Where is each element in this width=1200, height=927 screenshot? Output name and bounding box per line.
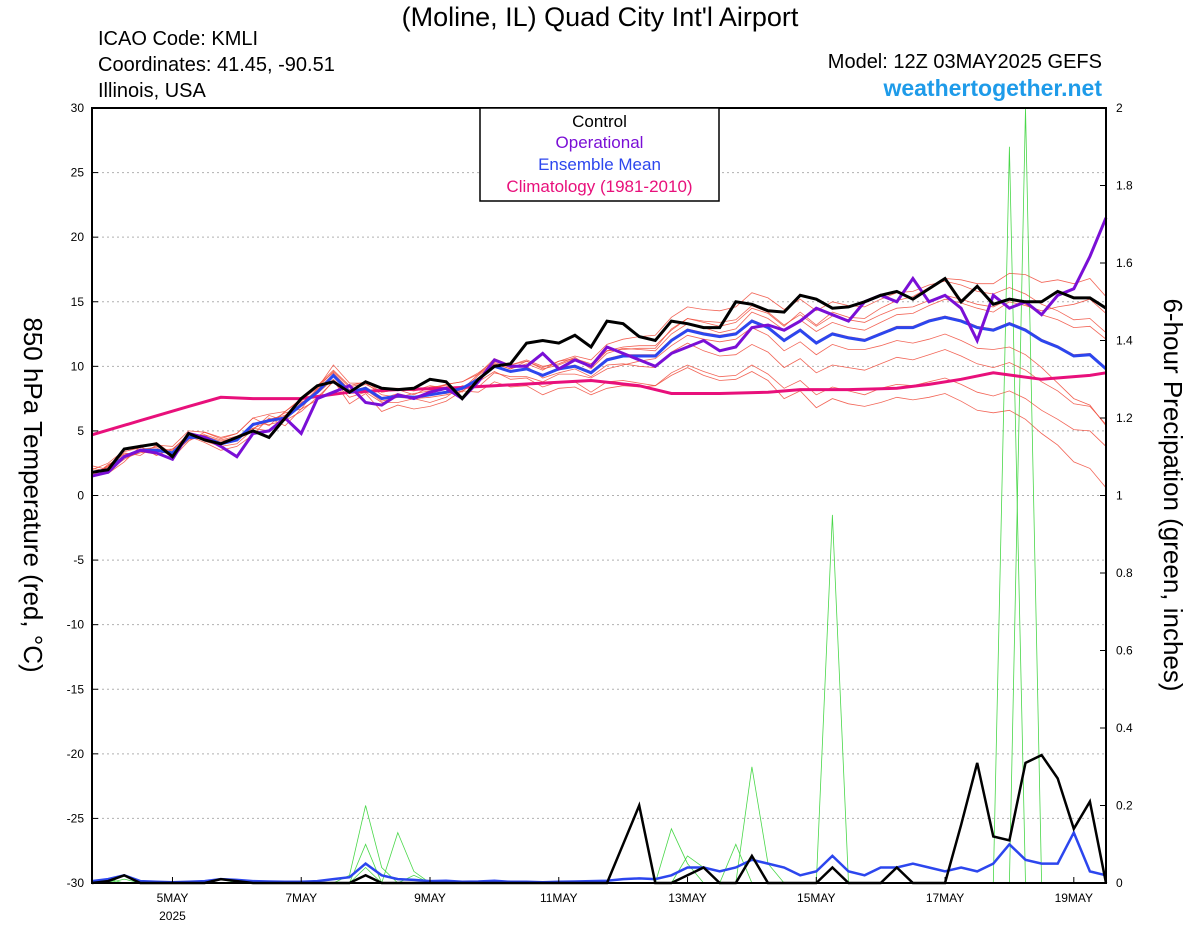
- legend-ensemble-mean: Ensemble Mean: [538, 155, 661, 174]
- temp-ensemble-mean-line: [91, 315, 1107, 474]
- precip-control-line: [91, 753, 1108, 885]
- x-tick-label: 9MAY: [414, 891, 446, 905]
- x-tick-label: 13MAY: [668, 891, 706, 905]
- y2-axis-label: 6-hour Precipation (green, inches): [1158, 298, 1188, 691]
- y-tick-label: 0: [77, 489, 84, 503]
- legend-climatology: Climatology (1981-2010): [506, 177, 692, 196]
- precip-member-line: [91, 766, 1106, 884]
- y2-tick-label: 2: [1116, 101, 1123, 115]
- y2-tick-label: 1.4: [1116, 334, 1133, 348]
- y-axis-ticks: 30 25 20 15 10 5 0 -5 -10 -15 -20 -25 -30: [67, 101, 98, 890]
- legend: Control Operational Ensemble Mean Climat…: [479, 107, 720, 202]
- y-tick-label: 30: [71, 101, 85, 115]
- y2-tick-label: 1.2: [1116, 411, 1133, 425]
- x-tick-label: 15MAY: [797, 891, 835, 905]
- temp-member-line: [91, 298, 1107, 477]
- temp-control-line: [91, 276, 1107, 474]
- main-series: [91, 217, 1108, 885]
- x-tick-label: 7MAY: [285, 891, 317, 905]
- y-tick-label: -10: [67, 618, 85, 632]
- y-tick-label: -30: [67, 876, 85, 890]
- y-tick-label: -20: [67, 747, 85, 761]
- region: Illinois, USA: [98, 80, 206, 102]
- y-tick-label: 5: [77, 424, 84, 438]
- y2-tick-label: 0.8: [1116, 566, 1133, 580]
- precip-member-line: [92, 514, 1106, 884]
- site-link[interactable]: weathertogether.net: [883, 75, 1102, 101]
- temp-member-line: [91, 280, 1107, 473]
- temp-member-line: [91, 367, 1107, 489]
- coordinates: Coordinates: 41.45, -90.51: [98, 54, 335, 76]
- precip-ensemble-mean-line: [91, 829, 1107, 884]
- x-tick-year: 2025: [159, 909, 186, 923]
- legend-box: [479, 107, 720, 202]
- temp-member-line: [91, 342, 1107, 471]
- model-run: Model: 12Z 03MAY2025 GEFS: [827, 51, 1102, 73]
- x-tick-label: 17MAY: [926, 891, 964, 905]
- y-tick-label: 20: [71, 230, 85, 244]
- y-tick-label: 15: [71, 295, 85, 309]
- legend-operational: Operational: [556, 133, 644, 152]
- x-tick-label: 5MAY: [157, 891, 189, 905]
- icao-code: ICAO Code: KMLI: [98, 28, 259, 50]
- chart-title: (Moline, IL) Quad City Int'l Airport: [401, 2, 799, 32]
- y2-tick-label: 1.6: [1116, 256, 1133, 270]
- y-tick-label: -5: [73, 553, 84, 567]
- y2-tick-label: 0.4: [1116, 721, 1133, 735]
- y-tick-label: -25: [67, 811, 85, 825]
- x-axis-ticks: 5MAY 2025 7MAY 9MAY 11MAY 13MAY 15MAY 17MAY 19MA…: [157, 877, 1093, 923]
- y-tick-label: 25: [71, 166, 85, 180]
- grid-lines: [92, 107, 1106, 884]
- temp-operational-line: [91, 217, 1108, 478]
- y2-tick-label: 1: [1116, 489, 1123, 503]
- legend-control: Control: [572, 112, 627, 131]
- y2-tick-label: 0: [1116, 876, 1123, 890]
- temp-member-line: [91, 315, 1107, 476]
- y-axis-label: 850 hPa Temperature (red, °C): [18, 317, 48, 672]
- y-tick-label: 10: [71, 359, 85, 373]
- x-tick-label: 11MAY: [540, 891, 578, 905]
- y2-tick-label: 1.8: [1116, 179, 1133, 193]
- climatology-line: [91, 371, 1107, 437]
- precip-member-line: [92, 146, 1106, 884]
- y2-tick-label: 0.6: [1116, 644, 1133, 658]
- y-tick-label: -15: [67, 682, 85, 696]
- y2-axis-ticks: 2 1.8 1.6 1.4 1.2 1 0.8 0.6 0.4 0.2 0: [1100, 101, 1133, 890]
- y2-tick-label: 0.2: [1116, 799, 1133, 813]
- x-tick-label: 19MAY: [1055, 891, 1093, 905]
